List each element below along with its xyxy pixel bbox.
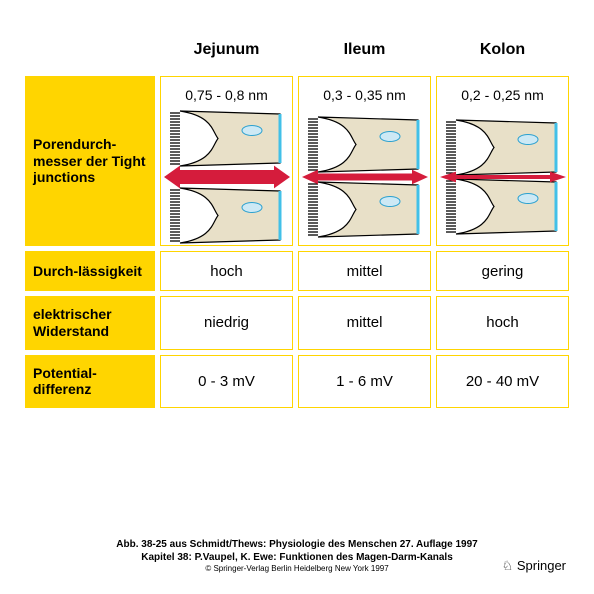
cell-perm-ileum: mittel <box>298 251 431 291</box>
cell-perm-kolon: gering <box>436 251 569 291</box>
pore-value-jejunum: 0,75 - 0,8 nm <box>161 87 292 103</box>
cell-potential-jejunum: 0 - 3 mV <box>160 355 293 409</box>
col-header-kolon: Kolon <box>436 35 569 71</box>
cell-diagram <box>300 107 430 247</box>
cell-potential-kolon: 20 - 40 mV <box>436 355 569 409</box>
springer-icon: ♘ <box>502 558 514 573</box>
row-label-pore: Porendurch-messer der Tight junctions <box>25 76 155 246</box>
row-label-resistance: elektrischer Widerstand <box>25 296 155 350</box>
col-header-ileum: Ileum <box>298 35 431 71</box>
cell-diagram <box>162 107 292 247</box>
cell-potential-ileum: 1 - 6 mV <box>298 355 431 409</box>
diagram-kolon: 0,2 - 0,25 nm <box>436 76 569 246</box>
cell-resist-ileum: mittel <box>298 296 431 350</box>
footer-line1: Abb. 38-25 aus Schmidt/Thews: Physiologi… <box>0 538 594 551</box>
diagram-ileum: 0,3 - 0,35 nm <box>298 76 431 246</box>
cell-perm-jejunum: hoch <box>160 251 293 291</box>
row-label-potential: Potential-differenz <box>25 355 155 409</box>
pore-value-ileum: 0,3 - 0,35 nm <box>299 87 430 103</box>
cell-diagram <box>438 107 568 247</box>
cell-resist-jejunum: niedrig <box>160 296 293 350</box>
diagram-jejunum: 0,75 - 0,8 nm <box>160 76 293 246</box>
tight-junction-table: Jejunum Ileum Kolon Porendurch-messer de… <box>25 35 569 408</box>
pore-value-kolon: 0,2 - 0,25 nm <box>437 87 568 103</box>
publisher-logo: ♘ Springer <box>502 558 566 574</box>
cell-resist-kolon: hoch <box>436 296 569 350</box>
col-header-jejunum: Jejunum <box>160 35 293 71</box>
row-label-permeability: Durch-lässigkeit <box>25 251 155 291</box>
publisher-name: Springer <box>517 558 566 573</box>
